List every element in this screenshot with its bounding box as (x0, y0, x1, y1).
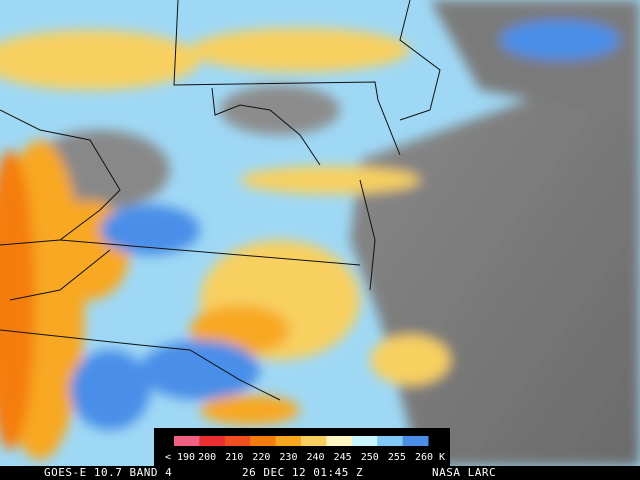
colorbar-segment (275, 436, 302, 446)
colorbar-segment (377, 436, 404, 446)
colorbar-segment (402, 436, 429, 446)
colorbar-segment (351, 436, 378, 446)
colorbar-segment (326, 436, 353, 446)
colorbar-label: 200 (198, 452, 216, 463)
footer-strip (0, 466, 640, 480)
colorbar-segment (301, 436, 327, 446)
colorbar-panel (154, 428, 450, 466)
colorbar: < 190 200 210 220 230 240 245 250 255 260 K (165, 436, 445, 463)
colorbar-label: 220 (252, 452, 270, 463)
colorbar-label: 250 (361, 452, 379, 463)
colorbar-label: 255 (388, 452, 406, 463)
colorbar-segment (199, 436, 226, 446)
colorbar-label: 230 (279, 452, 297, 463)
source-label: NASA LARC (432, 466, 496, 479)
colorbar-segment (250, 436, 277, 446)
satellite-label: GOES-E 10.7 BAND 4 (44, 466, 172, 479)
colorbar-label: 210 (225, 452, 243, 463)
colorbar-unit: K (439, 452, 445, 463)
colorbar-label: 260 (415, 452, 433, 463)
colorbar-label: 240 (307, 452, 325, 463)
colorbar-label: 245 (334, 452, 352, 463)
timestamp: 26 DEC 12 01:45 Z (242, 466, 363, 479)
colorbar-label: < 190 (165, 452, 195, 463)
colorbar-segment (224, 436, 251, 446)
state-borders (0, 0, 441, 401)
colorbar-segment (174, 436, 200, 446)
cloud-imagery (0, 0, 640, 466)
